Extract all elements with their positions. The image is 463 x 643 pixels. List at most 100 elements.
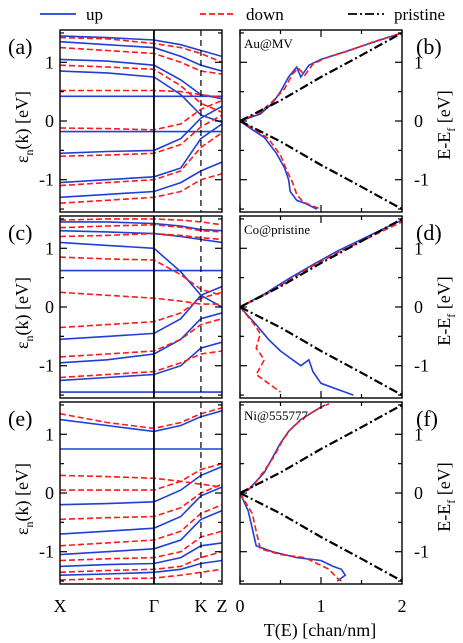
y-tick-label: -1 (414, 170, 429, 190)
transmission-down (240, 403, 330, 494)
band-down (60, 256, 222, 297)
kpath-labels: X Γ K Z 0 1 2 T(E) [chan/nm] (54, 596, 407, 641)
band-up (60, 40, 222, 72)
transmission-panel: Au@MV 1 0 -1 (b) E-Ef [eV] (239, 29, 458, 213)
panel-letter: (f) (416, 406, 438, 431)
band-down (60, 550, 222, 574)
band-down (60, 89, 222, 99)
band-up (60, 341, 222, 382)
band-down (60, 232, 222, 241)
transmission-pristine (240, 492, 402, 583)
band-up (60, 486, 222, 535)
band-down (60, 350, 222, 379)
transmission-up (240, 306, 354, 396)
system-label: Co@pristine (244, 222, 310, 237)
band-down (60, 530, 222, 562)
panel-letter: (b) (416, 34, 442, 59)
band-down (60, 503, 222, 547)
y-tick-label: -1 (39, 170, 54, 190)
y-tick-label: 1 (414, 52, 423, 72)
band-down (60, 462, 222, 491)
panel-frame (239, 401, 403, 585)
band-up (60, 241, 222, 308)
band-up (60, 312, 222, 364)
kpoint-label: K (194, 596, 207, 616)
band-down (60, 218, 222, 226)
band-up (60, 410, 222, 433)
band-up (60, 58, 222, 100)
y-tick-label: -1 (414, 542, 429, 562)
band-down (60, 132, 222, 187)
y-tick-label: 1 (414, 424, 423, 444)
kpoint-label: Γ (149, 596, 159, 616)
transmission-pristine (240, 403, 402, 494)
panel-frame (239, 29, 403, 213)
transmission-y-axis-label: E-Ef [eV] (434, 276, 458, 345)
x-tick-label: 0 (236, 596, 245, 616)
y-tick-label: 1 (45, 238, 54, 258)
band-panel: 1 0 -1 (e) εn(k) [eV] (8, 401, 223, 585)
panel-letter: (a) (8, 34, 32, 59)
x-tick-label: 1 (317, 596, 326, 616)
transmission-pristine (240, 120, 402, 211)
legend-label-pristine: pristine (394, 5, 445, 24)
panel-letter: (e) (8, 406, 32, 431)
band-down (60, 99, 222, 131)
transmission-y-axis-label: E-Ef [eV] (434, 90, 458, 159)
band-down (60, 291, 222, 329)
kpoint-label: Z (217, 596, 228, 616)
transmission-pristine (240, 306, 402, 397)
transmission-up (240, 120, 318, 210)
band-down (60, 173, 222, 204)
transmission-y-axis-label: E-Ef [eV] (434, 462, 458, 531)
transmission-down (240, 306, 281, 393)
band-y-axis-label: εn(k) [eV] (12, 463, 36, 535)
transmission-x-axis-label: T(E) [chan/nm] (264, 620, 376, 641)
legend-label-down: down (246, 5, 284, 24)
band-y-axis-label: εn(k) [eV] (12, 91, 36, 163)
transmission-up (240, 492, 347, 582)
transmission-down (240, 221, 402, 308)
band-down (60, 474, 222, 488)
band-up (60, 509, 222, 556)
y-tick-label: 0 (414, 111, 423, 131)
transmission-panel: Co@pristine 1 0 -1 (d) E-Ef [eV] (239, 215, 458, 399)
kpoint-label: X (54, 596, 67, 616)
system-label: Ni@555777 (244, 408, 308, 423)
band-up (60, 105, 222, 155)
band-down (60, 317, 222, 358)
band-y-axis-label: εn(k) [eV] (12, 277, 36, 349)
band-up (60, 35, 222, 58)
y-tick-label: 0 (45, 297, 54, 317)
band-down (60, 407, 222, 430)
band-up (60, 221, 222, 232)
transmission-down (240, 492, 342, 582)
band-up (60, 229, 222, 244)
panels: 1 0 -1 (a) εn(k) [eV] Au@MV 1 0 -1 (b) E-Ef [eV] 1 0… (8, 29, 458, 641)
system-label: Au@MV (244, 36, 293, 51)
legend: up down pristine (40, 5, 445, 24)
band-up (60, 123, 222, 184)
band-down (60, 223, 222, 233)
transmission-pristine (240, 217, 402, 308)
transmission-down (240, 32, 402, 122)
band-down (60, 483, 222, 521)
transmission-pristine (240, 31, 402, 122)
y-tick-label: -1 (39, 542, 54, 562)
band-down (60, 64, 222, 113)
panel-letter: (c) (8, 220, 32, 245)
band-up (60, 465, 222, 506)
y-tick-label: 0 (414, 297, 423, 317)
band-panel: 1 0 -1 (c) εn(k) [eV] (8, 215, 223, 399)
y-tick-label: -1 (414, 356, 429, 376)
panel-frame (239, 215, 403, 399)
legend-label-up: up (86, 5, 103, 24)
y-tick-label: 0 (45, 483, 54, 503)
band-down (60, 46, 222, 75)
y-tick-label: -1 (39, 356, 54, 376)
y-tick-label: 1 (45, 424, 54, 444)
band-down (60, 291, 222, 305)
y-tick-label: 0 (45, 111, 54, 131)
band-up (60, 161, 222, 199)
